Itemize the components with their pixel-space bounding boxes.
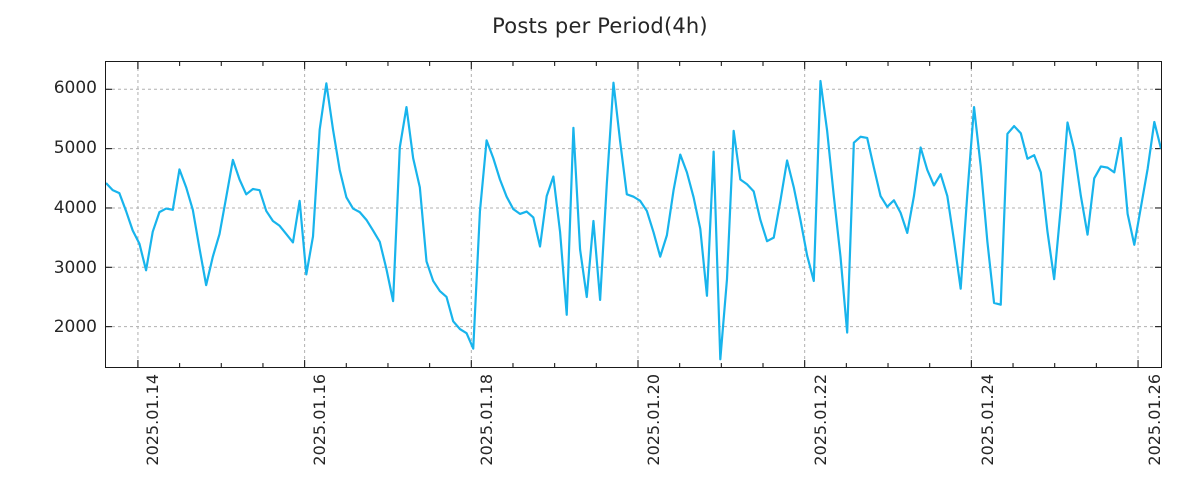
x-axis-tick-label: 2025.01.20 (644, 374, 663, 466)
line-chart-svg (106, 62, 1161, 367)
y-axis-tick-label: 6000 (53, 78, 97, 99)
y-axis-tick-label: 2000 (53, 317, 97, 338)
y-axis-tick-label: 4000 (53, 197, 97, 218)
x-axis-tick-label: 2025.01.16 (310, 374, 329, 466)
x-axis-tick-labels: 2025.01.14 2025.01.16 2025.01.18 2025.01.20… (105, 374, 1164, 494)
x-axis-tick-label: 2025.01.26 (1145, 374, 1164, 466)
x-axis-tick-label: 2025.01.14 (143, 374, 162, 466)
x-axis-tick-label: 2025.01.22 (811, 374, 830, 466)
plot-area (105, 61, 1162, 368)
y-axis-tick-label: 5000 (53, 138, 97, 159)
y-axis-tick-labels: 2000 3000 4000 5000 6000 (33, 61, 97, 368)
chart-title: Posts per Period(4h) (492, 14, 708, 38)
x-axis-tick-label: 2025.01.18 (477, 374, 496, 466)
y-axis-tick-label: 3000 (53, 257, 97, 278)
x-axis-tick-label: 2025.01.24 (978, 374, 997, 466)
data-series-line (106, 81, 1161, 359)
grid-lines (106, 62, 1161, 367)
